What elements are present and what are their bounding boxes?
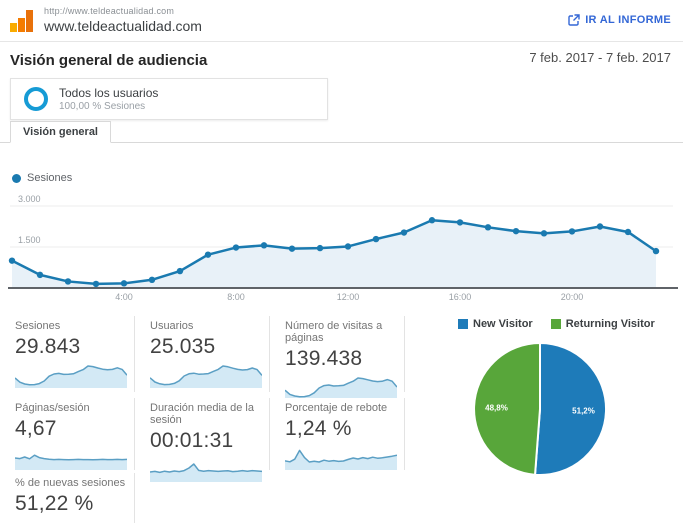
segment-ring-icon bbox=[24, 87, 48, 111]
metric-card-duracion-media: Duración media de la sesión 00:01:31 bbox=[135, 398, 270, 482]
sparkline-duracion-media bbox=[150, 463, 262, 482]
segment-detail: 100,00 % Sesiones bbox=[59, 101, 146, 112]
sparkline-paginas-sesion bbox=[15, 454, 127, 470]
sparkline-porcentaje-rebote bbox=[285, 449, 397, 470]
metric-label: Duración media de la sesión bbox=[150, 402, 254, 426]
metric-label: Número de visitas a páginas bbox=[285, 320, 383, 344]
sparkline-usuarios bbox=[150, 365, 262, 388]
sparkline-visitas-paginas bbox=[285, 377, 397, 400]
site-url: http://www.teldeactualidad.com bbox=[44, 6, 175, 16]
metric-card-usuarios: Usuarios 25.035 bbox=[135, 316, 270, 392]
svg-text:8:00: 8:00 bbox=[227, 292, 245, 302]
site-identity: http://www.teldeactualidad.com www.telde… bbox=[44, 6, 202, 34]
legend-label: Returning Visitor bbox=[565, 318, 655, 330]
visitor-type-pie-chart[interactable]: 51,2% 48,8% bbox=[470, 339, 610, 479]
site-domain: www.teldeactualidad.com bbox=[44, 18, 202, 34]
go-to-report-link[interactable]: IR AL INFORME bbox=[568, 14, 671, 26]
metric-value: 29.843 bbox=[15, 335, 81, 358]
series-dot-icon bbox=[12, 173, 21, 183]
sparkline-nuevas-sesiones bbox=[15, 519, 127, 523]
svg-text:4:00: 4:00 bbox=[115, 292, 133, 302]
segment-chip-all-users[interactable]: Todos los usuarios 100,00 % Sesiones bbox=[10, 78, 328, 120]
sessions-line-chart[interactable]: 1.500 3.000 4:00 8:00 12:00 16:00 20:00 bbox=[0, 190, 683, 303]
series-legend-label: Sesiones bbox=[27, 172, 73, 184]
metric-value: 00:01:31 bbox=[150, 429, 234, 452]
svg-text:51,2%: 51,2% bbox=[572, 407, 595, 416]
metric-card-sesiones: Sesiones 29.843 bbox=[0, 316, 135, 392]
metric-value: 139.438 bbox=[285, 347, 363, 370]
metric-label: % de nuevas sesiones bbox=[15, 477, 126, 489]
metric-label: Usuarios bbox=[150, 320, 194, 332]
metric-card-paginas-sesion: Páginas/sesión 4,67 bbox=[0, 398, 135, 470]
metric-label: Sesiones bbox=[15, 320, 61, 332]
svg-text:16:00: 16:00 bbox=[449, 292, 472, 302]
external-link-icon bbox=[568, 14, 580, 26]
svg-text:48,8%: 48,8% bbox=[485, 403, 508, 412]
analytics-logo-icon bbox=[10, 10, 36, 32]
header: http://www.teldeactualidad.com www.telde… bbox=[0, 0, 683, 42]
pie-legend: New Visitor Returning Visitor bbox=[458, 318, 655, 330]
metric-value: 4,67 bbox=[15, 417, 57, 440]
new-visitor-swatch-icon bbox=[458, 319, 468, 329]
sparkline-sesiones bbox=[15, 365, 127, 388]
legend-item-returning-visitor: Returning Visitor bbox=[550, 318, 655, 330]
returning-visitor-swatch-icon bbox=[550, 319, 561, 329]
legend-label: New Visitor bbox=[473, 318, 533, 330]
tab-vision-general[interactable]: Visión general bbox=[10, 121, 111, 143]
metric-label: Páginas/sesión bbox=[15, 402, 90, 414]
go-to-report-label: IR AL INFORME bbox=[585, 14, 671, 26]
metric-card-nuevas-sesiones: % de nuevas sesiones 51,22 % bbox=[0, 473, 135, 523]
metric-value: 51,22 % bbox=[15, 492, 94, 515]
svg-text:12:00: 12:00 bbox=[337, 292, 360, 302]
svg-text:3.000: 3.000 bbox=[18, 194, 41, 204]
tab-bar: Visión general bbox=[0, 121, 683, 143]
svg-text:1.500: 1.500 bbox=[18, 235, 41, 245]
metric-value: 1,24 % bbox=[285, 417, 352, 440]
metric-label: Porcentaje de rebote bbox=[285, 402, 388, 414]
date-range: 7 feb. 2017 - 7 feb. 2017 bbox=[529, 50, 671, 65]
page-title: Visión general de audiencia bbox=[10, 52, 208, 69]
metric-card-visitas-paginas: Número de visitas a páginas 139.438 bbox=[270, 316, 405, 400]
svg-text:20:00: 20:00 bbox=[561, 292, 584, 302]
tab-label: Visión general bbox=[23, 126, 98, 138]
legend-item-new-visitor: New Visitor bbox=[458, 318, 533, 330]
segment-name: Todos los usuarios bbox=[59, 86, 159, 100]
metric-card-porcentaje-rebote: Porcentaje de rebote 1,24 % bbox=[270, 398, 405, 470]
metric-value: 25.035 bbox=[150, 335, 216, 358]
chart-legend: Sesiones bbox=[12, 172, 72, 184]
